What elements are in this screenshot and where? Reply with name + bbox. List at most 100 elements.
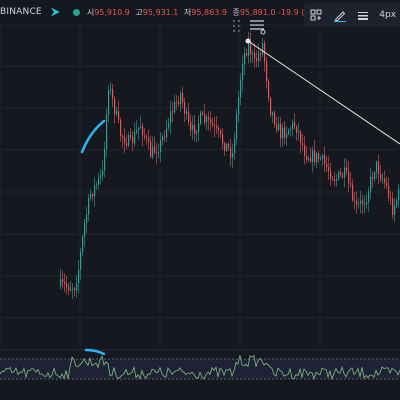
candle-body (68, 286, 70, 291)
candle-body (208, 116, 210, 120)
candle-body (396, 199, 398, 206)
trendline-drawing (247, 40, 400, 145)
close-value: 95,891.0 (239, 7, 276, 17)
candle-body (236, 113, 238, 140)
candle-body (288, 130, 290, 134)
candle-body (366, 202, 368, 205)
candle-body (62, 279, 64, 282)
candle-body (210, 119, 212, 123)
candle-body (174, 101, 176, 112)
candle-body (230, 147, 232, 158)
candle-body (224, 143, 226, 151)
oscillator-arc-drawing (84, 348, 106, 356)
candle-body (178, 101, 180, 105)
candle-body (218, 128, 220, 131)
candle-body (244, 53, 246, 65)
candle-body (394, 205, 396, 216)
candle-body (142, 125, 144, 136)
candle-body (268, 81, 270, 99)
highlight-arc-drawing (80, 119, 106, 154)
candle-body (82, 236, 84, 253)
line-width-selector[interactable]: 4px (379, 10, 397, 20)
candle-body (176, 101, 178, 103)
menu-icon[interactable] (248, 17, 266, 35)
candle-body (228, 143, 230, 148)
candle-body (232, 153, 234, 158)
drawing-toolbar: 4px (304, 3, 400, 27)
trendline-anchor (245, 38, 251, 44)
candle-body (306, 156, 308, 161)
candle-body (166, 127, 168, 138)
open-value: 95,910.9 (94, 7, 130, 17)
candle-body (252, 53, 254, 55)
candle-body (92, 194, 94, 197)
candle-body (104, 149, 106, 171)
candle-body (144, 135, 146, 137)
candle-body (334, 179, 336, 181)
candle-body (108, 90, 110, 115)
candle-body (370, 176, 372, 192)
candle-body (130, 135, 132, 138)
candle-body (308, 158, 310, 161)
candle-body (154, 146, 156, 153)
candle-body (258, 53, 260, 61)
candle-body (356, 200, 358, 205)
candle-body (116, 111, 118, 115)
candle-body (216, 126, 218, 129)
candle-body (112, 88, 114, 99)
candle-body (318, 153, 320, 160)
candle-body (262, 43, 264, 55)
candle-body (392, 198, 394, 216)
candle-body (164, 136, 166, 138)
high-label: 고 (135, 7, 143, 17)
oscillator-line (0, 354, 400, 381)
candle-body (300, 131, 302, 144)
grid-icon[interactable] (308, 7, 324, 23)
candle-body (274, 112, 276, 125)
candle-body (270, 98, 272, 115)
candle-body (324, 155, 326, 164)
pencil-icon[interactable] (332, 7, 348, 23)
candle-body (344, 167, 346, 178)
candle-body (76, 283, 78, 291)
candle-body (118, 111, 120, 120)
candle-body (140, 125, 142, 128)
candle-body (310, 158, 312, 162)
candle-body (78, 270, 80, 284)
candle-body (114, 98, 116, 115)
candle-body (350, 183, 352, 185)
candle-body (322, 155, 324, 159)
candle-body (360, 200, 362, 204)
exchange-label: BINANCE (0, 7, 42, 17)
price-chart[interactable] (0, 24, 400, 400)
candle-body (342, 174, 344, 178)
candle-body (196, 131, 198, 134)
candle-body (380, 174, 382, 180)
candle-body (192, 125, 194, 131)
candle-body (296, 126, 298, 133)
candle-body (286, 133, 288, 138)
candle-body (294, 122, 296, 127)
candlestick-series (60, 31, 400, 300)
candle-body (336, 179, 338, 181)
candle-body (332, 178, 334, 180)
low-label: 저 (183, 7, 192, 17)
candle-body (248, 41, 250, 56)
candle-body (202, 112, 204, 115)
candle-body (100, 174, 102, 178)
candle-body (160, 140, 162, 153)
exchange-badge-icon (50, 7, 60, 17)
candle-body (398, 188, 400, 200)
candle-body (362, 200, 364, 205)
candle-body (320, 158, 322, 160)
candle-body (214, 125, 216, 127)
candle-body (302, 143, 304, 146)
market-status-icon (72, 8, 80, 16)
candle-body (254, 53, 256, 59)
candle-body (388, 185, 390, 198)
candle-body (376, 161, 378, 173)
candle-body (272, 112, 274, 115)
candle-body (284, 127, 286, 138)
candle-body (106, 114, 108, 150)
candle-body (382, 178, 384, 180)
